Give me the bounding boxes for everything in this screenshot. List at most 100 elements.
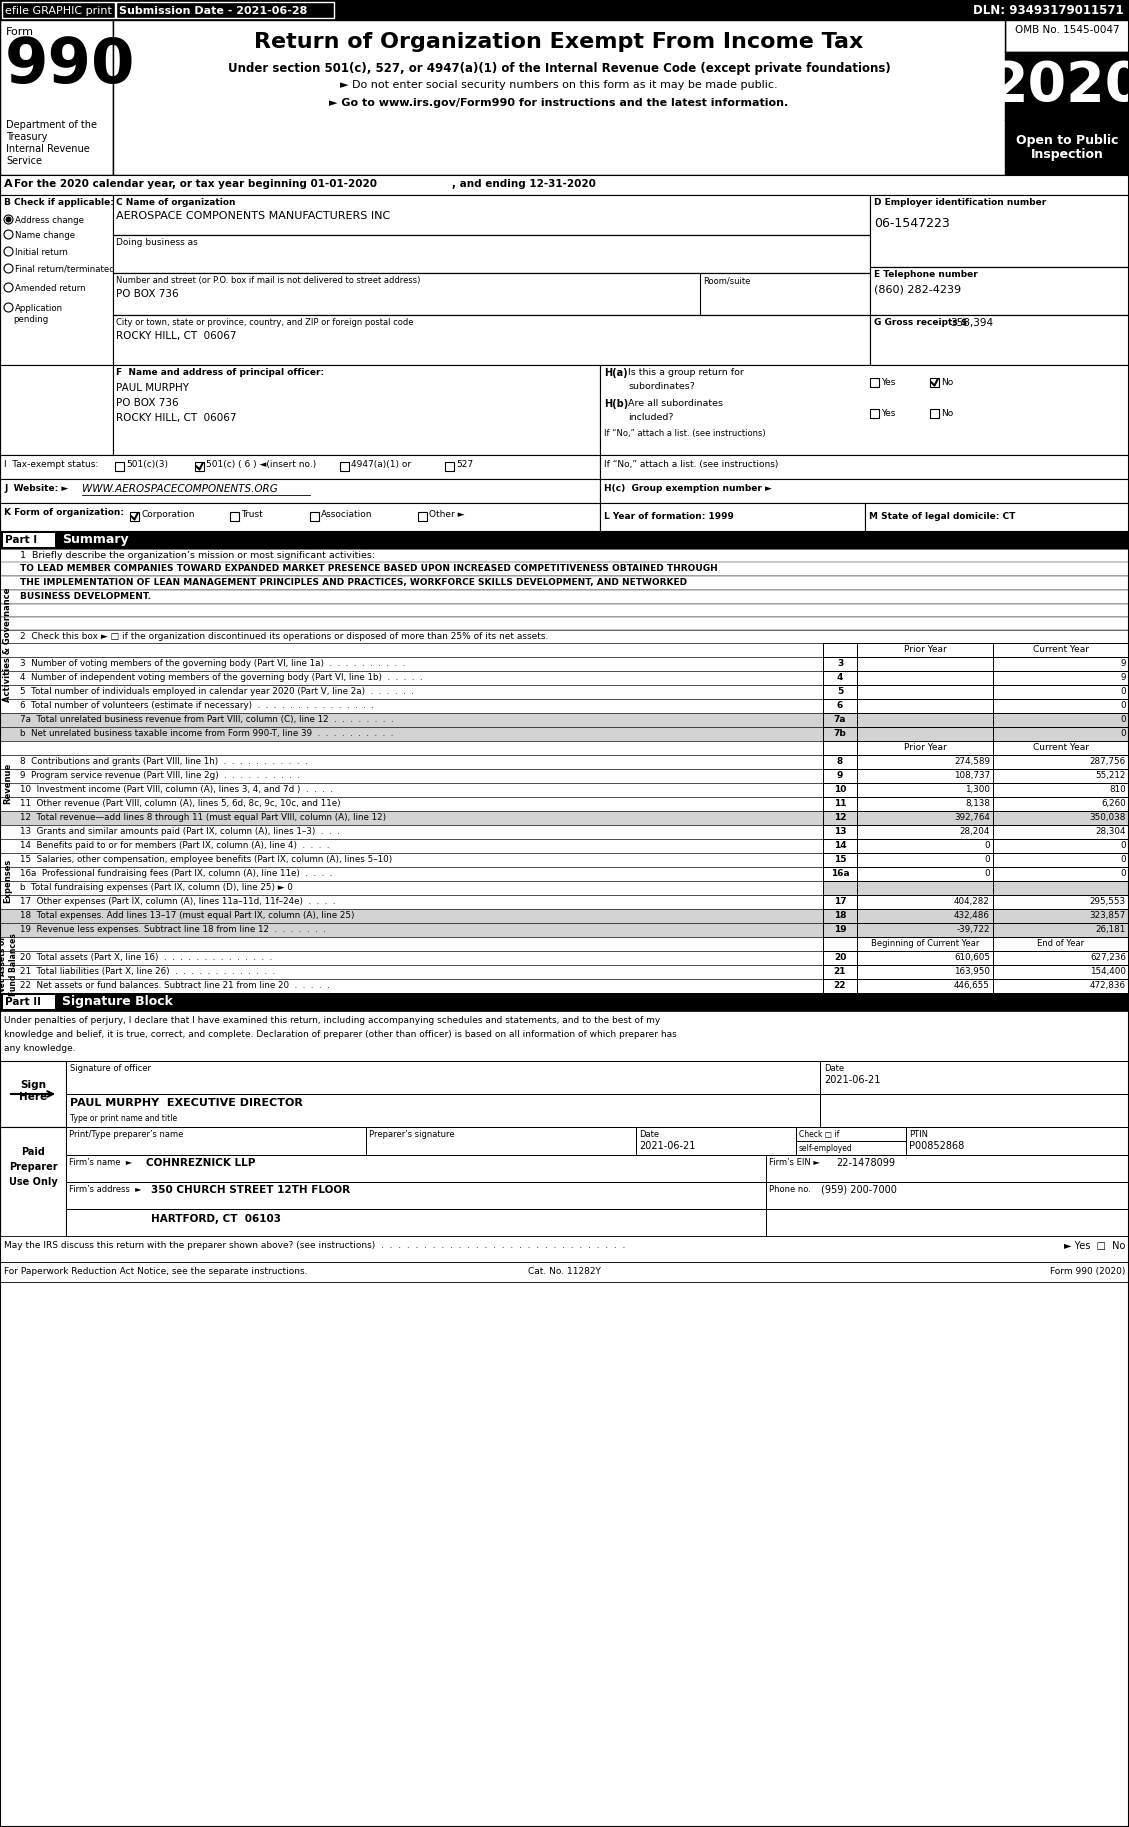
Bar [3, 533, 55, 546]
Text: Part II: Part II [5, 998, 41, 1007]
Text: 9: 9 [1120, 672, 1126, 681]
Bar [1005, 121, 1129, 175]
Bar [823, 797, 857, 811]
Text: 5: 5 [837, 687, 843, 696]
Bar [113, 365, 599, 455]
Text: D Employer identification number: D Employer identification number [874, 197, 1047, 206]
Text: Under section 501(c), 527, or 4947(a)(1) of the Internal Revenue Code (except pr: Under section 501(c), 527, or 4947(a)(1)… [228, 62, 891, 75]
Bar [994, 797, 1129, 811]
Bar [65, 1061, 820, 1094]
Text: AEROSPACE COMPONENTS MANUFACTURERS INC: AEROSPACE COMPONENTS MANUFACTURERS INC [116, 210, 391, 221]
Text: 6,260: 6,260 [1101, 798, 1126, 808]
Text: Number and street (or P.O. box if mail is not delivered to street address): Number and street (or P.O. box if mail i… [116, 276, 420, 285]
Bar [0, 769, 823, 784]
Bar [857, 952, 994, 965]
Text: 14: 14 [833, 840, 847, 850]
Bar [0, 923, 823, 937]
Bar [823, 811, 857, 826]
Text: K Form of organization:: K Form of organization: [5, 508, 124, 517]
Text: Paid: Paid [21, 1147, 45, 1156]
Bar [0, 868, 823, 881]
Bar [195, 462, 204, 471]
Bar [994, 839, 1129, 853]
Text: H(c)  Group exemption number ►: H(c) Group exemption number ► [604, 484, 772, 493]
Bar [857, 895, 994, 910]
Bar [0, 1127, 65, 1237]
Bar [823, 685, 857, 700]
Bar [0, 671, 823, 685]
Text: Part I: Part I [5, 535, 37, 544]
Text: 404,282: 404,282 [954, 897, 990, 906]
Text: 17: 17 [833, 897, 847, 906]
Text: 12  Total revenue—add lines 8 through 11 (must equal Part VIII, column (A), line: 12 Total revenue—add lines 8 through 11 … [20, 813, 386, 822]
Text: 8,138: 8,138 [965, 798, 990, 808]
Bar [857, 742, 994, 755]
Text: 350,038: 350,038 [1089, 813, 1126, 822]
Text: 350 CHURCH STREET 12TH FLOOR: 350 CHURCH STREET 12TH FLOOR [151, 1186, 350, 1195]
Bar [823, 910, 857, 923]
Bar [0, 20, 113, 175]
Bar [0, 979, 823, 994]
Bar [857, 713, 994, 727]
Text: 6: 6 [837, 702, 843, 711]
Text: 11  Other revenue (Part VIII, column (A), lines 5, 6d, 8c, 9c, 10c, and 11e): 11 Other revenue (Part VIII, column (A),… [20, 798, 341, 808]
Text: P00852868: P00852868 [909, 1142, 964, 1151]
Text: C Name of organization: C Name of organization [116, 197, 236, 206]
Bar [0, 455, 599, 479]
Text: Expenses: Expenses [3, 859, 12, 903]
Text: 06-1547223: 06-1547223 [874, 217, 949, 230]
Text: End of Year: End of Year [1038, 939, 1085, 948]
Bar [765, 1209, 1129, 1237]
Text: Service: Service [6, 155, 42, 166]
Bar [994, 671, 1129, 685]
Bar [823, 643, 857, 658]
Text: 2021-06-21: 2021-06-21 [824, 1074, 881, 1085]
Text: PAUL MURPHY  EXECUTIVE DIRECTOR: PAUL MURPHY EXECUTIVE DIRECTOR [70, 1098, 303, 1107]
Text: No: No [940, 378, 953, 387]
Bar [0, 479, 599, 502]
Text: 8  Contributions and grants (Part VIII, line 1h)  .  .  .  .  .  .  .  .  .  .  : 8 Contributions and grants (Part VIII, l… [20, 756, 307, 766]
Text: 18: 18 [833, 912, 847, 921]
Text: PAUL MURPHY: PAUL MURPHY [116, 384, 189, 393]
Text: Signature of officer: Signature of officer [70, 1063, 151, 1072]
Bar [0, 175, 1129, 195]
Text: 20: 20 [834, 954, 847, 963]
Text: 11: 11 [833, 798, 847, 808]
Text: Department of the: Department of the [6, 121, 97, 130]
Bar [823, 713, 857, 727]
Text: Firm’s EIN ►: Firm’s EIN ► [769, 1158, 820, 1167]
Bar [994, 868, 1129, 881]
Text: Inspection: Inspection [1031, 148, 1103, 161]
Bar [230, 512, 239, 521]
Text: Submission Date - 2021-06-28: Submission Date - 2021-06-28 [119, 5, 307, 16]
Bar [994, 853, 1129, 868]
Bar [765, 1155, 1129, 1182]
Text: 108,737: 108,737 [954, 771, 990, 780]
Bar [857, 727, 994, 742]
Text: 8: 8 [837, 756, 843, 766]
Bar [310, 512, 320, 521]
Bar [823, 923, 857, 937]
Bar [823, 868, 857, 881]
Text: -39,722: -39,722 [956, 924, 990, 934]
Bar [0, 881, 823, 895]
Bar [65, 1094, 820, 1127]
Bar [994, 965, 1129, 979]
Bar [1005, 20, 1129, 51]
Text: TO LEAD MEMBER COMPANIES TOWARD EXPANDED MARKET PRESENCE BASED UPON INCREASED CO: TO LEAD MEMBER COMPANIES TOWARD EXPANDED… [20, 565, 718, 574]
Bar [3, 996, 55, 1009]
Text: 990: 990 [5, 37, 135, 97]
Text: (860) 282-4239: (860) 282-4239 [874, 285, 961, 294]
Text: 2  Check this box ► □ if the organization discontinued its operations or dispose: 2 Check this box ► □ if the organization… [20, 632, 549, 641]
Text: ROCKY HILL, CT  06067: ROCKY HILL, CT 06067 [116, 331, 236, 342]
Bar [823, 853, 857, 868]
Bar [0, 630, 1129, 643]
Bar [0, 563, 1129, 576]
Bar [870, 314, 1129, 365]
Text: WWW.AEROSPACECOMPONENTS.ORG: WWW.AEROSPACECOMPONENTS.ORG [82, 484, 278, 493]
Bar [0, 965, 823, 979]
Text: 15  Salaries, other compensation, employee benefits (Part IX, column (A), lines : 15 Salaries, other compensation, employe… [20, 855, 392, 864]
Text: B Check if applicable:: B Check if applicable: [5, 197, 114, 206]
Bar [857, 923, 994, 937]
Bar [116, 2, 334, 18]
